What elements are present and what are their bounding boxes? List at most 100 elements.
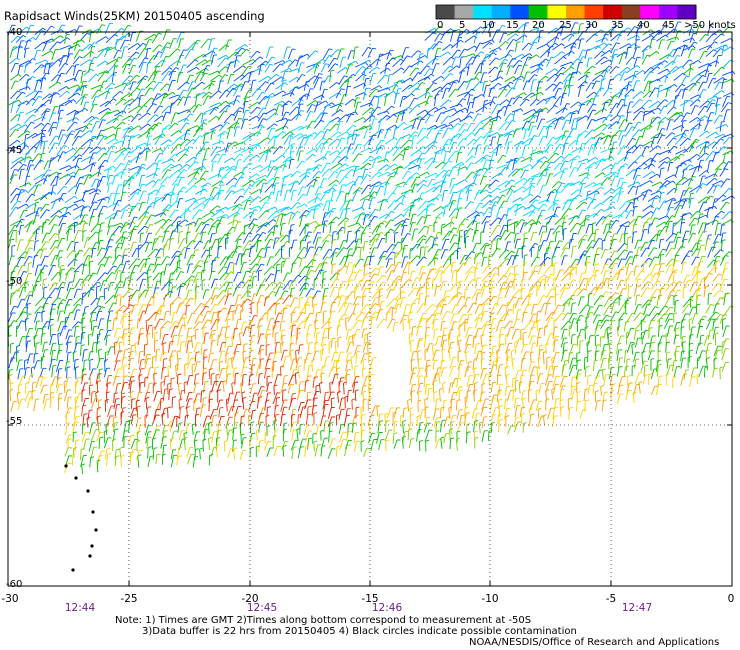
wind-barb <box>425 95 430 106</box>
wind-barb-flag <box>32 114 36 117</box>
wind-barb-flag <box>161 184 166 187</box>
wind-barb <box>448 88 456 98</box>
wind-barb <box>210 239 216 251</box>
wind-barb <box>88 216 92 226</box>
wind-barb-flag <box>648 99 653 102</box>
wind-barb-flag <box>697 210 701 214</box>
wind-barb-flag <box>410 176 414 179</box>
wind-barb <box>224 190 232 201</box>
wind-barb-flag <box>108 168 113 170</box>
wind-barb-flag <box>71 130 76 133</box>
wind-barb-flag <box>693 41 698 44</box>
wind-barb-flag <box>201 81 206 85</box>
wind-barb <box>41 50 52 57</box>
wind-barb-flag <box>58 210 62 214</box>
wind-barb-flag <box>511 97 516 99</box>
wind-barb-flag <box>242 188 246 192</box>
wind-barb-flag <box>464 229 468 232</box>
wind-barb <box>440 249 446 260</box>
wind-barb <box>370 146 381 154</box>
wind-barb <box>7 239 12 249</box>
wind-barb-flag <box>101 129 105 132</box>
wind-barb <box>264 239 271 249</box>
wind-barb <box>159 209 167 218</box>
wind-barb-flag <box>495 179 500 182</box>
wind-barb-flag <box>40 159 44 162</box>
wind-barb <box>72 154 80 162</box>
wind-barb <box>392 146 400 157</box>
wind-barb-flag <box>124 39 129 42</box>
wind-barb <box>25 193 33 203</box>
wind-barb-flag <box>664 60 668 64</box>
wind-barb <box>569 222 578 233</box>
wind-barb <box>314 223 325 228</box>
wind-barb <box>687 153 698 162</box>
wind-barb <box>175 191 180 202</box>
wind-barb <box>281 91 293 97</box>
wind-barb <box>625 169 635 177</box>
wind-barb-flag <box>88 123 93 126</box>
wind-barb-flag <box>249 162 253 165</box>
wind-barb-flag <box>46 219 51 221</box>
wind-barb <box>576 162 582 172</box>
wind-barb-flag <box>690 178 694 182</box>
wind-barb-flag <box>562 66 567 70</box>
wind-barb-flag <box>366 225 371 227</box>
wind-barb <box>335 88 342 99</box>
wind-barb-flag <box>104 159 109 162</box>
wind-barb-flag <box>130 115 134 119</box>
wind-barb-flag <box>600 202 604 206</box>
wind-barb-flag <box>394 163 398 167</box>
wind-barb <box>337 156 346 163</box>
wind-barb <box>208 70 219 76</box>
wind-barb <box>72 64 77 76</box>
wind-barb <box>169 194 172 205</box>
wind-barb <box>664 60 673 68</box>
wind-barb-flag <box>185 219 189 223</box>
wind-barb <box>18 225 22 236</box>
wind-barb-flag <box>79 249 84 252</box>
wind-barb-flag <box>169 224 174 227</box>
wind-barb-flag <box>17 90 22 93</box>
wind-barb-flag <box>359 187 363 190</box>
wind-barb <box>67 48 70 58</box>
wind-barb-flag <box>511 231 515 234</box>
wind-barb <box>673 132 685 138</box>
wind-barb-flag <box>476 77 480 81</box>
wind-barb-flag <box>73 148 77 152</box>
wind-barb-flag <box>423 184 427 187</box>
wind-barb-flag <box>510 49 514 52</box>
wind-barb <box>41 232 48 244</box>
wind-barb-flag <box>408 106 412 110</box>
wind-barb-flag <box>652 160 657 162</box>
wind-barb-flag <box>141 88 146 91</box>
wind-barb <box>559 168 565 180</box>
wind-barb <box>25 203 35 210</box>
wind-barb <box>10 63 16 73</box>
wind-barb <box>351 206 363 212</box>
wind-barb-flag <box>250 197 254 201</box>
wind-barb-flag <box>269 63 274 66</box>
wind-barb-flag <box>190 74 194 77</box>
wind-barb <box>338 176 345 185</box>
wind-barb-flag <box>449 65 453 69</box>
wind-barb <box>602 195 612 204</box>
wind-barb <box>619 200 628 210</box>
wind-barb-flag <box>231 113 235 117</box>
wind-barb <box>570 101 579 109</box>
wind-barb <box>625 57 633 65</box>
wind-barb <box>592 182 601 187</box>
wind-barb-flag <box>341 137 346 140</box>
wind-barb <box>449 234 455 244</box>
wind-barb <box>568 77 571 89</box>
wind-barb <box>88 73 97 83</box>
wind-barb <box>570 118 575 130</box>
wind-barb <box>591 193 596 204</box>
wind-barb-flag <box>190 48 195 51</box>
wind-barb <box>98 46 109 53</box>
wind-barb-flag <box>464 48 468 51</box>
wind-barb-flag <box>461 146 466 148</box>
wind-barb <box>474 127 481 137</box>
wind-barb <box>233 126 237 137</box>
wind-barb <box>291 113 299 121</box>
